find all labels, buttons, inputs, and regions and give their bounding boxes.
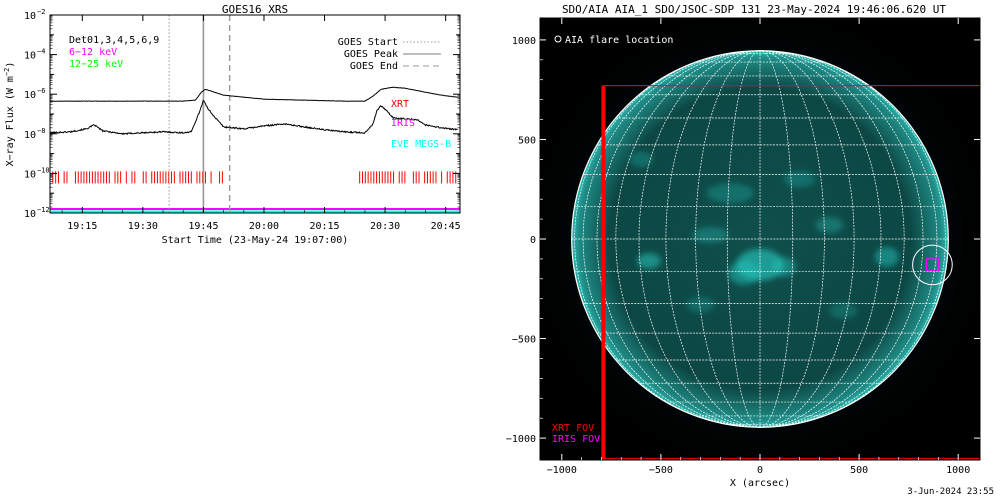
y-tick-label-exponent: −8 xyxy=(37,127,45,135)
flux-line-low xyxy=(50,86,458,102)
aia-title: SDO/AIA AIA_1 SDO/JSOC-SDP 131 23-May-20… xyxy=(562,3,946,16)
xrt-fov-label: XRT FOV xyxy=(552,423,594,434)
xrt-label: XRT xyxy=(391,99,409,110)
iris-fov-label: IRIS FOV xyxy=(552,434,600,445)
heliographic-grid xyxy=(571,50,949,428)
longitude-line xyxy=(759,50,825,428)
longitude-line xyxy=(665,50,761,428)
aia-image-area xyxy=(540,18,980,460)
aia-x-tick-label: 0 xyxy=(757,465,763,476)
flare-location-label: AIA flare location xyxy=(565,35,673,46)
longitude-line xyxy=(574,50,761,428)
active-region xyxy=(728,260,761,285)
active-region xyxy=(815,217,844,233)
eve-label: EVE MEGS-B xyxy=(391,139,451,150)
x-tick-label: 19:15 xyxy=(67,221,97,232)
x-tick-label: 20:45 xyxy=(431,221,461,232)
y-tick-label: 10 xyxy=(24,209,36,220)
longitude-line xyxy=(759,50,938,428)
channel-label-high: 12−25 keV xyxy=(69,59,123,70)
active-region xyxy=(686,296,715,313)
longitude-line xyxy=(726,50,761,428)
x-tick-label: 19:45 xyxy=(188,221,218,232)
longitude-line xyxy=(596,50,761,428)
x-tick-label: 20:00 xyxy=(249,221,279,232)
lightcurve-plot-area xyxy=(50,15,460,213)
legend-label: GOES Peak xyxy=(344,49,398,60)
y-axis-label: X−ray Flux (W m−2) xyxy=(3,62,16,167)
legend-label: GOES End xyxy=(350,61,398,72)
aia-y-tick-label: −500 xyxy=(512,335,536,346)
longitude-line xyxy=(759,50,855,428)
aia-y-tick-label: 0 xyxy=(530,235,536,246)
aia-y-tick-label: 1000 xyxy=(512,36,536,47)
active-region xyxy=(874,247,899,267)
active-regions xyxy=(629,151,899,319)
x-axis-label: Start Time (23-May-24 19:07:00) xyxy=(162,235,349,246)
active-region xyxy=(783,171,816,188)
y-tick-label: 10 xyxy=(24,169,36,180)
y-tick-label-exponent: −6 xyxy=(37,87,45,95)
flare-location-marker xyxy=(554,35,562,43)
y-tick-label: 10 xyxy=(24,90,36,101)
active-region xyxy=(629,151,653,168)
aia-131-image-panel: SDO/AIA AIA_1 SDO/JSOC-SDP 131 23-May-20… xyxy=(506,3,981,489)
active-region xyxy=(637,252,661,269)
flux-line-high xyxy=(50,99,458,135)
aia-y-tick-label: −1000 xyxy=(506,434,536,445)
solar-limb xyxy=(571,50,949,428)
detector-label: Det01,3,4,5,6,9 xyxy=(69,35,159,46)
aia-x-tick-label: 500 xyxy=(850,465,868,476)
longitude-line xyxy=(695,50,761,428)
aia-x-tick-label: −500 xyxy=(649,465,673,476)
longitude-line xyxy=(759,50,794,428)
longitude-line xyxy=(759,50,924,428)
y-tick-label: 10 xyxy=(24,130,36,141)
y-tick-label: 10 xyxy=(24,11,36,22)
active-region xyxy=(706,183,755,204)
y-tick-label-exponent: −12 xyxy=(37,206,50,214)
aia-x-axis-label: X (arcsec) xyxy=(730,478,790,489)
y-tick-label-exponent: −10 xyxy=(37,166,50,174)
aia-y-tick-label: 500 xyxy=(518,135,536,146)
channel-label-low: 6−12 keV xyxy=(69,47,117,58)
flare-location-circle xyxy=(912,244,953,286)
active-region xyxy=(829,302,858,319)
longitude-line xyxy=(615,50,761,428)
footer-date: 3-Jun-2024 23:55 xyxy=(907,487,994,497)
aia-x-tick-label: 1000 xyxy=(946,465,970,476)
iris-fov-box xyxy=(925,258,939,272)
legend-label: GOES Start xyxy=(338,37,398,48)
y-tick-label: 10 xyxy=(24,51,36,62)
aia-x-tick-label: −1000 xyxy=(547,465,577,476)
x-tick-label: 20:30 xyxy=(370,221,400,232)
lightcurve-title: GOES16 XRS xyxy=(222,3,288,16)
x-tick-label: 19:30 xyxy=(128,221,158,232)
active-region xyxy=(692,227,729,243)
longitude-line xyxy=(759,50,946,428)
y-tick-label-exponent: −2 xyxy=(37,8,45,16)
longitude-line xyxy=(582,50,761,428)
iris-label: IRIS xyxy=(391,118,415,129)
longitude-line xyxy=(759,50,905,428)
y-tick-label-exponent: −4 xyxy=(37,48,45,56)
x-tick-label: 20:15 xyxy=(309,221,339,232)
